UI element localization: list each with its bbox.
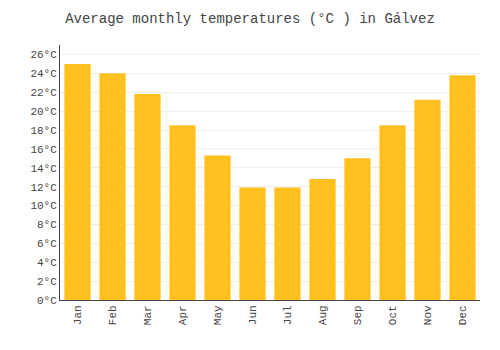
svg-text:Jan: Jan (72, 305, 84, 325)
svg-text:Aug: Aug (317, 305, 329, 325)
svg-text:10°C: 10°C (30, 200, 57, 212)
svg-text:Sep: Sep (352, 305, 364, 325)
svg-text:4°C: 4°C (37, 257, 57, 269)
svg-text:Average monthly temperatures (: Average monthly temperatures (°C ) in Gá… (65, 11, 435, 27)
svg-text:14°C: 14°C (30, 163, 57, 175)
svg-text:24°C: 24°C (30, 68, 57, 80)
svg-text:12°C: 12°C (30, 182, 57, 194)
svg-text:26°C: 26°C (30, 49, 57, 61)
svg-text:6°C: 6°C (37, 238, 57, 250)
svg-text:0°C: 0°C (37, 295, 57, 307)
svg-text:Mar: Mar (142, 305, 154, 325)
svg-text:Feb: Feb (107, 305, 119, 325)
svg-text:20°C: 20°C (30, 106, 57, 118)
svg-text:22°C: 22°C (30, 87, 57, 99)
svg-text:Oct: Oct (387, 305, 399, 325)
svg-text:16°C: 16°C (30, 144, 57, 156)
svg-text:Nov: Nov (422, 305, 434, 325)
svg-text:8°C: 8°C (37, 219, 57, 231)
svg-text:Jun: Jun (247, 305, 259, 325)
svg-text:May: May (212, 305, 224, 325)
svg-text:2°C: 2°C (37, 276, 57, 288)
svg-text:18°C: 18°C (30, 125, 57, 137)
svg-text:Apr: Apr (177, 305, 189, 325)
svg-text:Jul: Jul (282, 305, 294, 325)
svg-text:Dec: Dec (457, 305, 469, 325)
